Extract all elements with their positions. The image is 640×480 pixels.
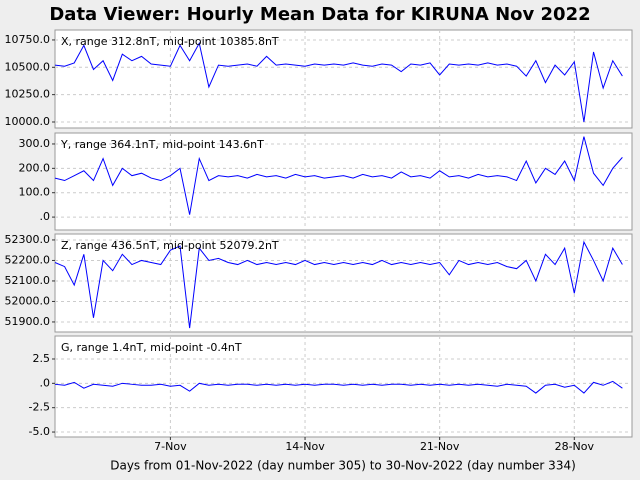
y-tick-label: 52100.0 bbox=[5, 274, 51, 287]
y-tick-label: 51900.0 bbox=[5, 315, 51, 328]
y-tick-label: 52200.0 bbox=[5, 253, 51, 266]
y-tick-label: -2.5 bbox=[29, 401, 50, 414]
chart-title: Data Viewer: Hourly Mean Data for KIRUNA… bbox=[49, 4, 590, 25]
y-tick-label: 10750.0 bbox=[5, 33, 51, 46]
y-tick-label: 100.0 bbox=[19, 186, 51, 199]
x-tick-label: 7-Nov bbox=[154, 440, 187, 453]
x-tick-label: 28-Nov bbox=[555, 440, 595, 453]
panel-label: Z, range 436.5nT, mid-point 52079.2nT bbox=[61, 239, 279, 252]
panel-label: X, range 312.8nT, mid-point 10385.8nT bbox=[61, 35, 279, 48]
data-line bbox=[54, 380, 623, 394]
plot-area bbox=[54, 233, 633, 333]
plot-area bbox=[54, 29, 633, 129]
y-tick-label: .0 bbox=[40, 376, 51, 389]
plot-area bbox=[54, 132, 633, 231]
panel-label: Y, range 364.1nT, mid-point 143.6nT bbox=[60, 138, 264, 151]
data-line bbox=[54, 240, 623, 329]
y-tick-label: .0 bbox=[40, 210, 51, 223]
y-tick-label: 10500.0 bbox=[5, 60, 51, 73]
y-tick-label: 10250.0 bbox=[5, 88, 51, 101]
x-axis-label: Days from 01-Nov-2022 (day number 305) t… bbox=[110, 459, 576, 473]
x-tick-label: 14-Nov bbox=[285, 440, 325, 453]
data-line bbox=[54, 136, 623, 215]
y-tick-label: 2.5 bbox=[33, 352, 51, 365]
y-tick-label: -5.0 bbox=[29, 425, 50, 438]
y-tick-label: 10000.0 bbox=[5, 115, 51, 128]
y-tick-label: 200.0 bbox=[19, 161, 51, 174]
panel-label: G, range 1.4nT, mid-point -0.4nT bbox=[61, 341, 242, 354]
y-tick-label: 52000.0 bbox=[5, 294, 51, 307]
data-line bbox=[54, 41, 623, 123]
y-tick-label: 300.0 bbox=[19, 137, 51, 150]
x-tick-label: 21-Nov bbox=[420, 440, 460, 453]
y-tick-label: 52300.0 bbox=[5, 233, 51, 246]
plot-area bbox=[54, 335, 633, 438]
